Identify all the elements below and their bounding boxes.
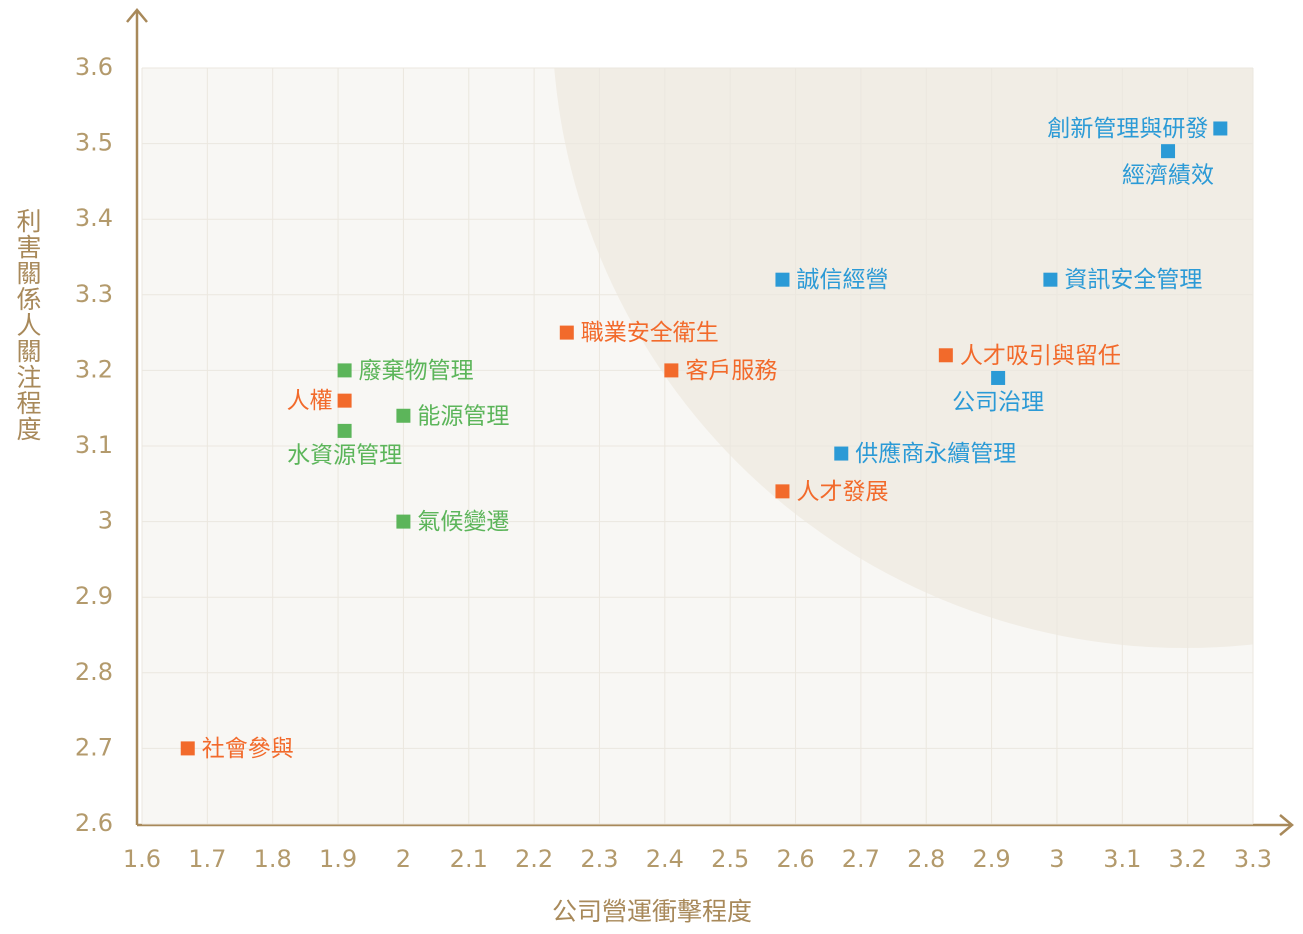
x-tick-label: 1.6 [123, 845, 161, 873]
point-label: 能源管理 [417, 403, 509, 429]
point-label: 氣候變遷 [417, 509, 509, 535]
y-tick-label: 3.4 [75, 204, 113, 232]
y-tick-label: 2.6 [75, 809, 113, 837]
point [337, 423, 352, 438]
point-label: 資訊安全管理 [1064, 267, 1202, 293]
x-tick-label: 2.9 [973, 845, 1011, 873]
point-label: 公司治理 [952, 389, 1044, 415]
point [991, 370, 1006, 385]
x-tick-label: 2.3 [580, 845, 618, 873]
point [775, 272, 790, 287]
point-label: 客戶服務 [685, 358, 777, 384]
point [180, 741, 195, 756]
x-arrow [1279, 814, 1294, 836]
x-tick-label: 1.7 [188, 845, 226, 873]
x-tick-label: 3.3 [1234, 845, 1272, 873]
point-label: 廢棄物管理 [359, 358, 474, 384]
y-tick-label: 3.1 [75, 431, 113, 459]
highlight-zone [554, 68, 1253, 648]
point [1043, 272, 1058, 287]
point-label: 創新管理與研發 [1047, 116, 1208, 142]
y-arrow [126, 8, 148, 23]
x-tick-label: 2.1 [450, 845, 488, 873]
y-tick-label: 3.6 [75, 53, 113, 81]
x-axis-title: 公司營運衝擊程度 [552, 897, 752, 926]
y-tick-label: 3.3 [75, 280, 113, 308]
point-label: 人權 [287, 388, 333, 414]
point [834, 446, 849, 461]
point-label: 水資源管理 [287, 442, 402, 468]
point-label: 社會參與 [202, 736, 294, 762]
y-tick-label: 3 [98, 507, 113, 535]
x-tick-label: 2.2 [515, 845, 553, 873]
x-tick-label: 2 [396, 845, 411, 873]
y-tick-label: 2.8 [75, 658, 113, 686]
point [396, 408, 411, 423]
x-tick-label: 2.8 [907, 845, 945, 873]
point-label: 供應商永續管理 [855, 441, 1016, 467]
point [664, 363, 679, 378]
point-label: 經濟績效 [1122, 163, 1214, 189]
x-tick-label: 2.4 [646, 845, 684, 873]
point-label: 職業安全衛生 [581, 320, 719, 346]
point-label: 人才吸引與留任 [960, 343, 1121, 369]
x-tick-label: 2.5 [711, 845, 749, 873]
point [1213, 121, 1228, 136]
point [337, 393, 352, 408]
x-tick-label: 3.1 [1103, 845, 1141, 873]
point [1161, 144, 1176, 159]
y-axis-title: 利害關係人關注程度 [13, 208, 42, 442]
point [559, 325, 574, 340]
y-tick-label: 3.5 [75, 129, 113, 157]
y-tick-label: 2.7 [75, 733, 113, 761]
point-label: 誠信經營 [796, 267, 888, 293]
x-tick-label: 2.6 [776, 845, 814, 873]
point [396, 514, 411, 529]
point [938, 348, 953, 363]
point [775, 484, 790, 499]
x-tick-label: 3 [1049, 845, 1064, 873]
x-tick-label: 2.7 [842, 845, 880, 873]
point [337, 363, 352, 378]
x-tick-label: 1.9 [319, 845, 357, 873]
point-label: 人才發展 [796, 479, 888, 505]
y-tick-label: 3.2 [75, 355, 113, 383]
y-tick-label: 2.9 [75, 582, 113, 610]
x-tick-label: 1.8 [254, 845, 292, 873]
x-tick-label: 3.2 [1169, 845, 1207, 873]
